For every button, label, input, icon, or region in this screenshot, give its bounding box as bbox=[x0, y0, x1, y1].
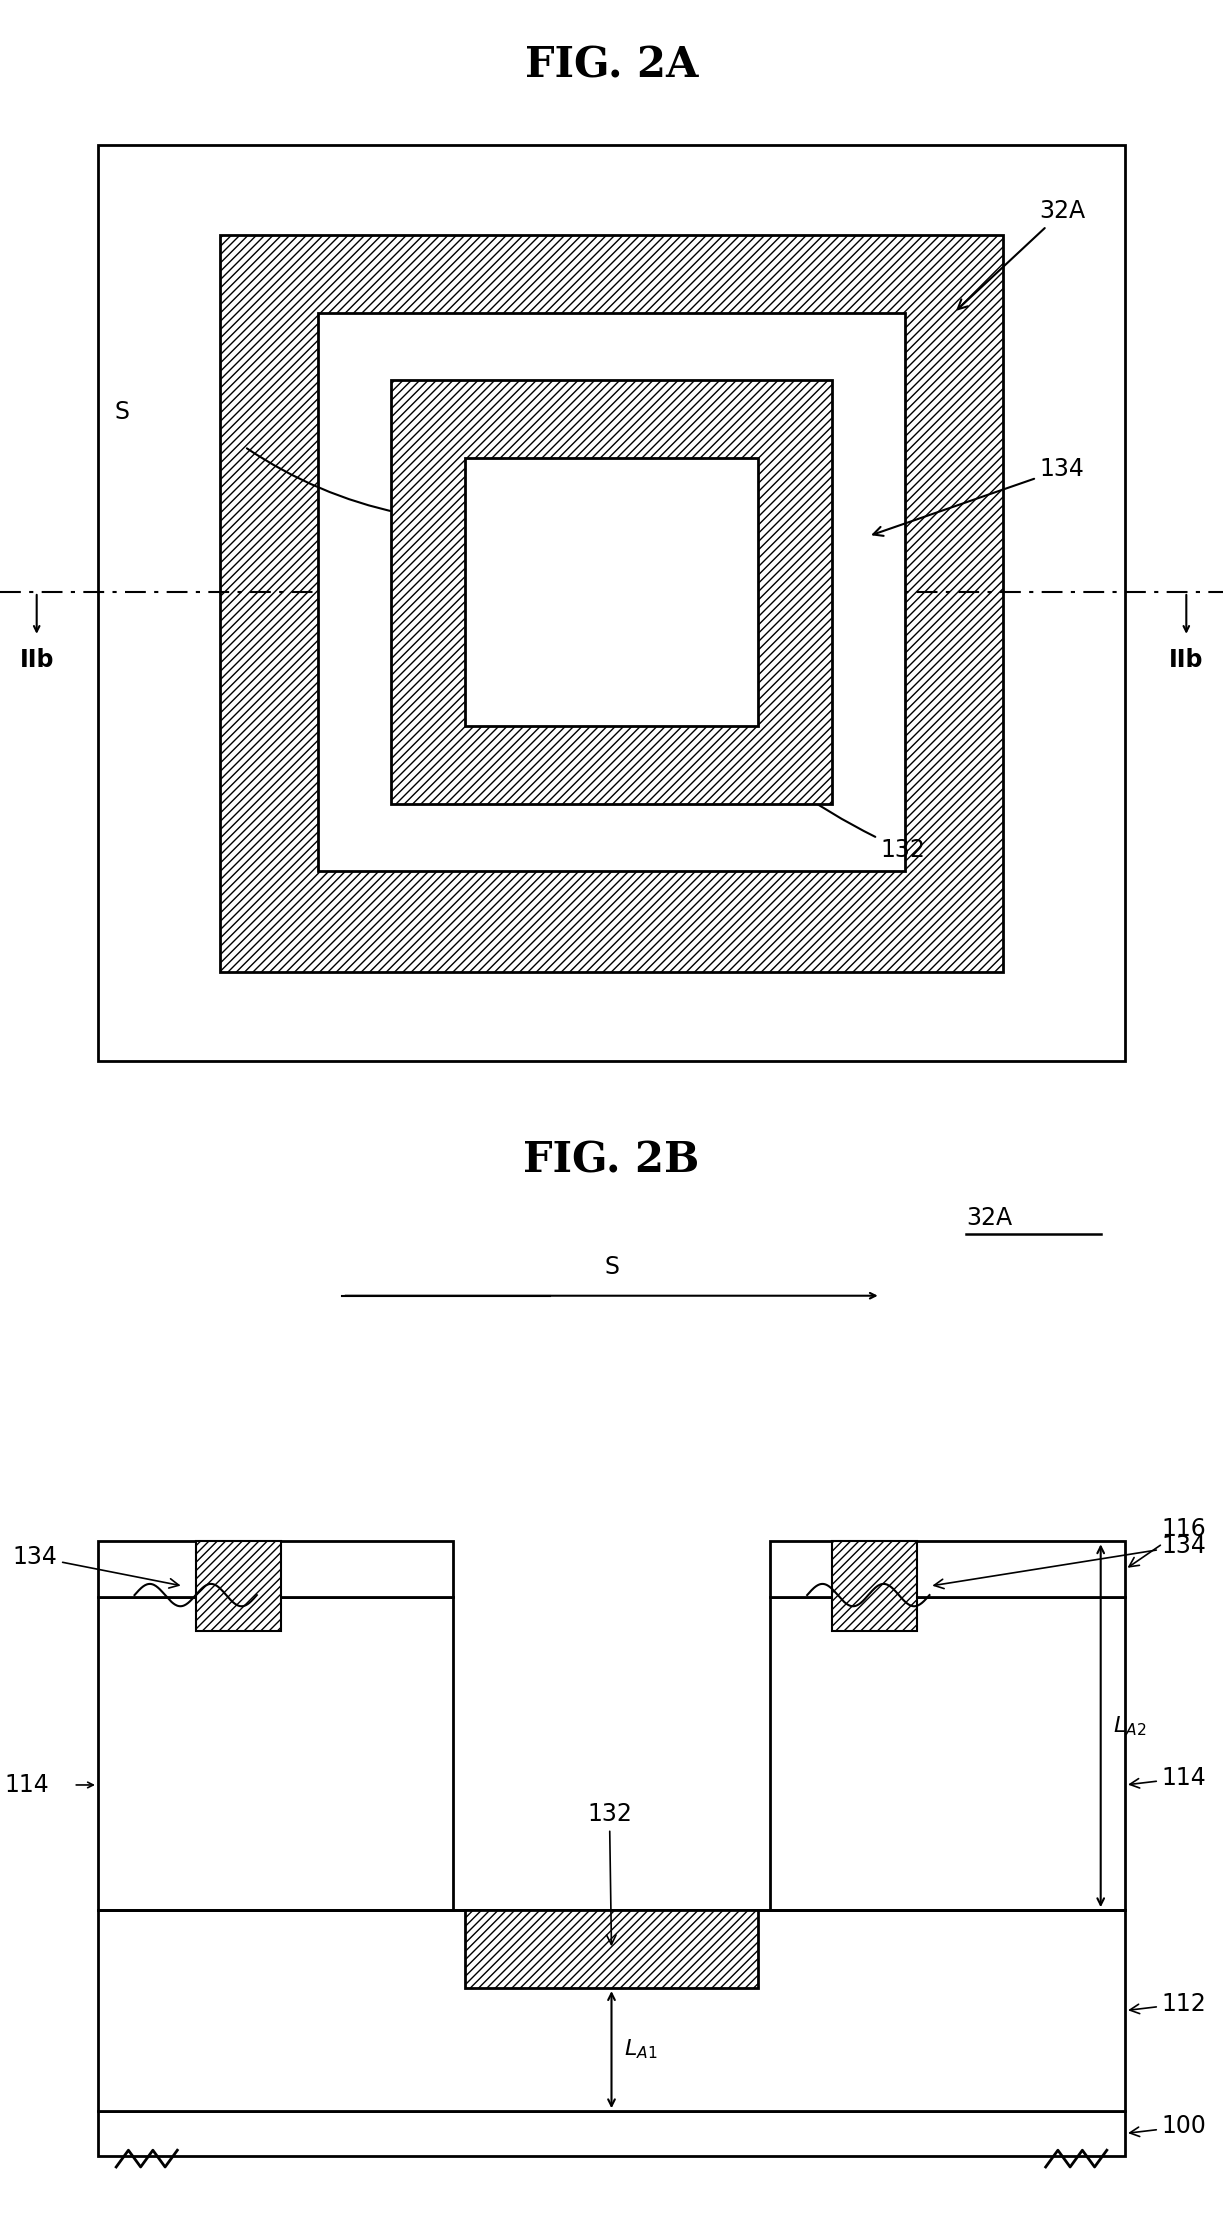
Text: FIG. 2A: FIG. 2A bbox=[525, 45, 698, 87]
Bar bbox=[98, 2111, 1125, 2156]
Text: 116: 116 bbox=[1129, 1517, 1207, 1566]
Text: 114: 114 bbox=[1130, 1765, 1207, 1789]
Bar bbox=[465, 1910, 758, 1988]
Text: 32A: 32A bbox=[966, 1206, 1013, 1231]
Bar bbox=[391, 380, 832, 804]
Bar bbox=[832, 1541, 917, 1631]
Text: 134: 134 bbox=[873, 458, 1085, 536]
Bar bbox=[220, 235, 1003, 972]
Bar bbox=[770, 1597, 1125, 1910]
Bar bbox=[318, 313, 905, 871]
Bar bbox=[98, 1910, 1125, 2111]
Text: $L_{A1}$: $L_{A1}$ bbox=[624, 2037, 657, 2062]
Text: $L_{A2}$: $L_{A2}$ bbox=[1113, 1713, 1146, 1738]
Bar bbox=[98, 145, 1125, 1061]
Text: 32A: 32A bbox=[958, 199, 1086, 308]
Bar bbox=[196, 1541, 281, 1631]
Text: S: S bbox=[604, 1256, 619, 1278]
Bar bbox=[98, 1597, 453, 1910]
Text: FIG. 2B: FIG. 2B bbox=[523, 1139, 700, 1182]
Text: 100: 100 bbox=[1130, 2113, 1207, 2138]
Text: S: S bbox=[115, 400, 130, 424]
Text: 132: 132 bbox=[587, 1801, 632, 1944]
Text: IIb: IIb bbox=[1169, 648, 1203, 672]
Text: 112: 112 bbox=[1130, 1990, 1207, 2015]
Text: IIb: IIb bbox=[20, 648, 54, 672]
Text: 134: 134 bbox=[12, 1544, 179, 1588]
Text: 114: 114 bbox=[4, 1774, 49, 1796]
Text: 134: 134 bbox=[934, 1533, 1207, 1588]
Bar bbox=[465, 458, 758, 726]
Bar bbox=[770, 1541, 1125, 1597]
Text: 132: 132 bbox=[713, 719, 926, 862]
Bar bbox=[98, 1541, 453, 1597]
